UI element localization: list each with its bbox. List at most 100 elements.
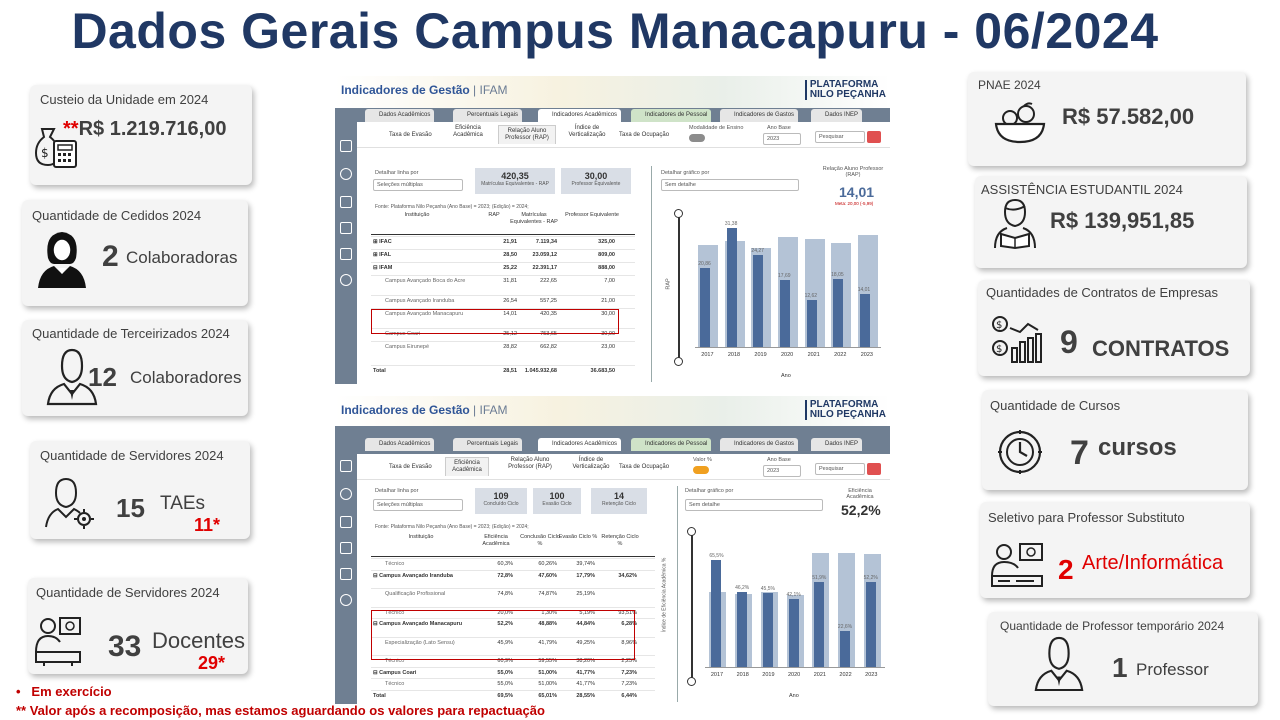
- tab-indicadores-gastos[interactable]: Indicadores de Gastos: [720, 109, 799, 122]
- tab-indicadores-pessoal[interactable]: Indicadores de Pessoal: [631, 438, 712, 451]
- clear-button[interactable]: [867, 131, 881, 143]
- table-row[interactable]: Campus Coari 25,12 753,65 30,00: [371, 328, 635, 341]
- table-row[interactable]: ⊟ IFAM 25,22 22.391,17 888,00: [371, 262, 635, 275]
- table-header-cell[interactable]: Evasão Ciclo %: [558, 534, 598, 540]
- chart-bar-value[interactable]: [762, 592, 773, 668]
- side-kpi-label: Eficiência Acadêmica: [846, 488, 874, 500]
- table-row[interactable]: Técnico 60,3% 60,26% 39,74%: [371, 558, 655, 570]
- subtab-eficiencia[interactable]: Eficiência Acadêmica: [445, 457, 489, 476]
- tab-dados-academicos[interactable]: Dados Acadêmicos: [365, 438, 435, 451]
- table-total-row[interactable]: Total 28,51 1.045.932,68 36.683,50: [371, 365, 635, 378]
- fonte-text: Fonte: Plataforma Nilo Peçanha (Ano Base…: [375, 524, 529, 530]
- chart-detail-select[interactable]: Sem detalhe: [685, 499, 823, 511]
- slider-handle-top[interactable]: [687, 527, 696, 536]
- tab-percentuais-legais[interactable]: Percentuais Legais: [453, 438, 523, 451]
- network-icon[interactable]: [340, 168, 352, 180]
- chart-bar-value[interactable]: [806, 299, 817, 348]
- tab-dados-inep[interactable]: Dados INEP: [811, 438, 863, 451]
- tab-indicadores-gastos[interactable]: Indicadores de Gastos: [720, 438, 799, 451]
- tab-indicadores-pessoal[interactable]: Indicadores de Pessoal: [631, 109, 712, 122]
- subtab-eficiencia[interactable]: Eficiência Acadêmica: [453, 125, 483, 138]
- subtab-verticalizacao[interactable]: Índice de Verticalização: [572, 457, 610, 470]
- table-cell-value: 65,01%: [538, 692, 557, 699]
- network-icon[interactable]: [340, 488, 352, 500]
- table-row[interactable]: ⊟ Campus Avançado Iranduba 72,8% 47,60% 17,…: [371, 569, 655, 589]
- chart-bar-value[interactable]: [859, 294, 870, 348]
- subtab-taxa-ocupacao[interactable]: Taxa de Ocupação: [619, 132, 670, 138]
- subtab-taxa-evasao[interactable]: Taxa de Evasão: [389, 132, 432, 138]
- table-row[interactable]: Campus Eirunepé 28,82 662,82 23,00: [371, 341, 635, 354]
- chart-bar-value[interactable]: [839, 630, 850, 668]
- table-total-row[interactable]: Total 69,5% 65,01% 28,55% 6,44%: [371, 689, 655, 702]
- tab-indicadores-academicos[interactable]: Indicadores Acadêmicos: [538, 438, 622, 451]
- tab-percentuais-legais[interactable]: Percentuais Legais: [453, 109, 523, 122]
- chart-bar-value[interactable]: [814, 582, 825, 668]
- contratos-number: 9: [1060, 324, 1078, 360]
- search-input[interactable]: Pesquisar: [815, 131, 865, 143]
- table-row[interactable]: Campus Avançado Iranduba 26,54 557,25 21,00: [371, 295, 635, 308]
- table-header-cell[interactable]: Instituição: [408, 534, 434, 540]
- search-input[interactable]: Pesquisar: [815, 463, 865, 475]
- tab-dados-inep[interactable]: Dados INEP: [811, 109, 863, 122]
- table-header-cell[interactable]: Retenção Ciclo %: [601, 534, 639, 547]
- chart-bar-value[interactable]: [726, 227, 737, 348]
- bar-chart-icon[interactable]: [340, 196, 352, 208]
- target-icon[interactable]: [340, 594, 352, 606]
- subtab-taxa-ocupacao[interactable]: Taxa de Ocupação: [619, 464, 670, 470]
- y-axis-label: Índice de Eficiência Acadêmica %: [661, 557, 668, 633]
- chart-bar-value[interactable]: [737, 591, 748, 668]
- slider-handle-bottom[interactable]: [687, 677, 696, 686]
- dollar-icon[interactable]: [340, 222, 352, 234]
- chart-bar-value[interactable]: [700, 268, 711, 348]
- target-icon[interactable]: [340, 274, 352, 286]
- table-cell-value: 60,3%: [497, 561, 513, 567]
- modalidade-toggle[interactable]: [689, 134, 705, 142]
- id-card-icon[interactable]: [340, 248, 352, 260]
- clear-button[interactable]: [867, 463, 881, 475]
- valor-toggle[interactable]: [693, 466, 709, 474]
- chart-bar-value[interactable]: [788, 598, 799, 668]
- detail-select[interactable]: Seleções múltiplas: [373, 499, 463, 511]
- table-row[interactable]: ⊟ Campus Coari 55,0% 51,00% 41,77% 7,23%: [371, 666, 655, 679]
- chart-bar-value[interactable]: [833, 278, 844, 348]
- ano-base-select[interactable]: 2023: [763, 133, 801, 145]
- tab-indicadores-academicos[interactable]: Indicadores Acadêmicos: [538, 109, 622, 122]
- table-row[interactable]: Técnico 20,0% 1,30% 5,19% 93,51%: [371, 606, 655, 619]
- table-row[interactable]: Técnico 60,9% 59,55% 38,20% 2,25%: [371, 655, 655, 667]
- id-card-icon[interactable]: [340, 568, 352, 580]
- slider-track[interactable]: [691, 530, 693, 682]
- table-header-cell[interactable]: Professor Equivalente: [565, 212, 619, 218]
- chart-bar-value[interactable]: [865, 581, 876, 668]
- table-header-cell[interactable]: Instituição: [404, 212, 430, 218]
- detail-select[interactable]: Seleções múltiplas: [373, 179, 463, 191]
- home-icon[interactable]: [340, 460, 352, 472]
- chart-bar-value[interactable]: [780, 280, 790, 348]
- table-row[interactable]: ⊟ Campus Avançado Manacapuru 52,2% 48,88% 4…: [371, 618, 655, 637]
- table-row[interactable]: Qualificação Profissional 74,8% 74,87% 25,1…: [371, 588, 655, 607]
- slider-handle-bottom[interactable]: [674, 357, 683, 366]
- table-header-cell[interactable]: Matrículas Equivalentes - RAP: [510, 212, 558, 225]
- subtab-rap[interactable]: Relação Aluno Professor (RAP): [508, 457, 552, 470]
- tab-dados-academicos[interactable]: Dados Acadêmicos: [365, 109, 435, 122]
- chart-detail-select[interactable]: Sem detalhe: [661, 179, 799, 191]
- subtab-rap[interactable]: Relação Aluno Professor (RAP): [498, 125, 556, 144]
- subtab-taxa-evasao[interactable]: Taxa de Evasão: [389, 464, 432, 470]
- bar-chart-icon[interactable]: [340, 516, 352, 528]
- home-icon[interactable]: [340, 140, 352, 152]
- table-row[interactable]: ⊞ IFAL 28,50 23.059,12 809,00: [371, 249, 635, 262]
- ano-base-select[interactable]: 2023: [763, 465, 801, 477]
- slider-track[interactable]: [678, 212, 680, 362]
- table-row[interactable]: ⊞ IFAC 21,91 7.119,34 325,00: [371, 236, 635, 249]
- table-header-cell[interactable]: Eficiência Acadêmica: [482, 534, 510, 547]
- slider-handle-top[interactable]: [674, 209, 683, 218]
- table-header-cell[interactable]: Conclusão Ciclo %: [520, 534, 560, 547]
- chart-bar-value[interactable]: [711, 559, 722, 668]
- table-row[interactable]: Especialização (Lato Sensu) 45,9% 41,79% 49…: [371, 636, 655, 656]
- chart-bar-value[interactable]: [753, 255, 764, 348]
- subtab-verticalizacao[interactable]: Índice de Verticalização: [568, 125, 606, 138]
- table-row[interactable]: Técnico 55,0% 51,00% 41,77% 7,23%: [371, 678, 655, 690]
- table-row[interactable]: Campus Avançado Manacapuru 14,01 420,35 30,…: [371, 308, 635, 328]
- dollar-icon[interactable]: [340, 542, 352, 554]
- table-row[interactable]: Campus Avançado Boca do Acre 31,81 222,65 7…: [371, 275, 635, 295]
- table-header-cell[interactable]: RAP: [488, 212, 500, 218]
